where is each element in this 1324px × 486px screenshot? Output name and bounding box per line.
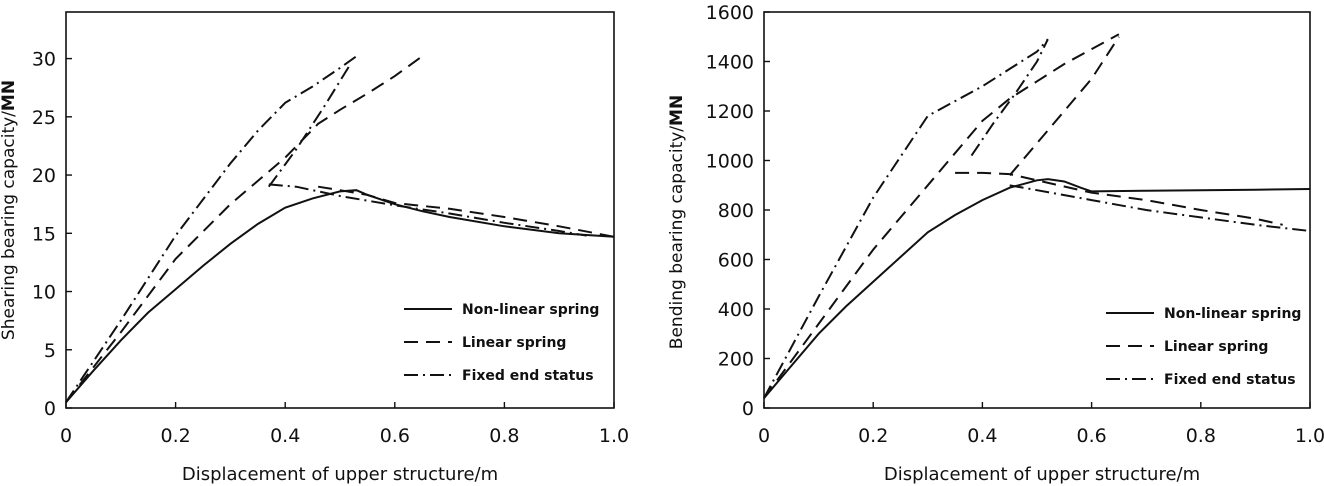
shearing-x-tick-label: 0 — [60, 425, 72, 447]
shearing-x-tick-label: 0.8 — [489, 425, 519, 447]
bending-legend-label-nonlinear: Non-linear spring — [1164, 306, 1301, 322]
bending-x-axis-label: Displacement of upper structure/m — [884, 464, 1200, 485]
bending-x-tick-label: 0.2 — [858, 425, 888, 447]
shearing-x-axis-label: Displacement of upper structure/m — [182, 464, 498, 485]
shearing-legend: Non-linear spring Linear spring Fixed en… — [404, 302, 599, 384]
bending-y-tick-label: 800 — [718, 200, 754, 222]
shearing-legend-label-linear: Linear spring — [462, 335, 566, 351]
bending-y-tick-label: 600 — [718, 250, 754, 272]
bending-y-tick-label: 1200 — [706, 101, 754, 123]
shearing-chart: 0 0.2 0.4 0.6 0.8 1.0 0 5 10 15 20 25 30 Displacemen… — [0, 11, 629, 485]
bending-y-tick-label: 200 — [718, 349, 754, 371]
bending-chart: 0 0.2 0.4 0.6 0.8 1.0 0 200 400 600 800 1000 1200 140… — [667, 2, 1324, 485]
shearing-series-solid — [65, 189, 615, 403]
bending-x-tick-label: 0.8 — [1186, 425, 1216, 447]
bending-series — [763, 33, 1311, 399]
bending-y-tick-label: 1600 — [706, 2, 754, 24]
shearing-y-axis-label: Shearing bearing capacity/MN — [0, 80, 19, 340]
bending-y-axis-label: Bending bearing capacity/MN — [667, 95, 687, 349]
shearing-y-tick-label: 15 — [32, 223, 56, 245]
bending-y-tick-label: 1000 — [706, 151, 754, 173]
bending-legend-label-fixed: Fixed end status — [1164, 372, 1296, 388]
shearing-series-dash-dot — [65, 55, 587, 403]
shearing-x-tick-label: 0.4 — [270, 425, 300, 447]
shearing-ticks: 0 0.2 0.4 0.6 0.8 1.0 0 5 10 15 20 25 30 — [32, 49, 629, 447]
bending-series-dash-dot — [763, 38, 1311, 399]
bending-ticks: 0 0.2 0.4 0.6 0.8 1.0 0 200 400 600 800 1000 1200 140… — [706, 2, 1324, 447]
shearing-y-tick-label: 10 — [32, 282, 56, 304]
shearing-x-tick-label: 0.2 — [160, 425, 190, 447]
shearing-y-tick-label: 5 — [44, 340, 56, 362]
shearing-y-tick-label: 20 — [32, 165, 56, 187]
bending-x-tick-label: 1.0 — [1295, 425, 1324, 447]
shearing-y-tick-label: 30 — [32, 49, 56, 71]
shearing-x-tick-label: 1.0 — [599, 425, 629, 447]
shearing-y-axis-label-text: Shearing bearing capacity/ — [0, 111, 19, 340]
bending-y-axis-label-text: Bending bearing capacity/ — [667, 126, 687, 349]
shearing-plot-frame — [65, 11, 615, 409]
bending-y-tick-label: 0 — [742, 398, 754, 420]
bending-y-tick-label: 400 — [718, 299, 754, 321]
shearing-y-tick-label: 25 — [32, 107, 56, 129]
bending-legend: Non-linear spring Linear spring Fixed en… — [1106, 306, 1301, 388]
bending-series-solid — [763, 178, 1311, 399]
shearing-y-tick-label: 0 — [44, 398, 56, 420]
shearing-series — [65, 55, 615, 403]
bending-y-axis-unit: MN — [667, 95, 687, 126]
bending-x-tick-label: 0.6 — [1076, 425, 1106, 447]
bending-x-tick-label: 0 — [758, 425, 770, 447]
bending-x-tick-label: 0.4 — [967, 425, 997, 447]
shearing-legend-label-nonlinear: Non-linear spring — [462, 302, 599, 318]
shearing-y-axis-unit: MN — [0, 80, 19, 111]
bending-legend-label-linear: Linear spring — [1164, 339, 1268, 355]
bending-y-tick-label: 1400 — [706, 52, 754, 74]
shearing-legend-label-fixed: Fixed end status — [462, 368, 594, 384]
shearing-x-tick-label: 0.6 — [380, 425, 410, 447]
bending-series-dashed — [763, 33, 1283, 399]
